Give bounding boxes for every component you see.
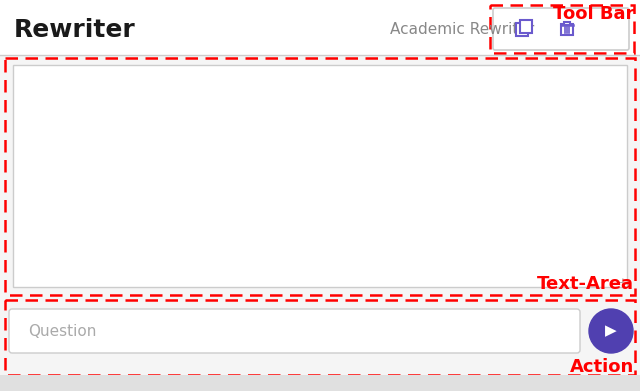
- FancyBboxPatch shape: [0, 375, 640, 391]
- Text: Tool Bar: Tool Bar: [552, 5, 634, 23]
- Text: Action: Action: [570, 358, 634, 376]
- Circle shape: [589, 309, 633, 353]
- Text: Academic Rewriter: Academic Rewriter: [390, 23, 534, 38]
- FancyBboxPatch shape: [516, 23, 529, 36]
- Text: Rewriter: Rewriter: [14, 18, 136, 42]
- FancyBboxPatch shape: [0, 302, 640, 367]
- Text: ⌟: ⌟: [618, 271, 624, 285]
- FancyBboxPatch shape: [564, 22, 570, 25]
- FancyBboxPatch shape: [0, 0, 640, 55]
- Text: ▶: ▶: [605, 323, 617, 339]
- Text: Question: Question: [28, 323, 97, 339]
- Text: Text-Area: Text-Area: [537, 275, 634, 293]
- FancyBboxPatch shape: [9, 309, 580, 353]
- FancyBboxPatch shape: [561, 24, 573, 35]
- FancyBboxPatch shape: [520, 20, 532, 33]
- FancyBboxPatch shape: [13, 65, 627, 287]
- FancyBboxPatch shape: [493, 8, 629, 50]
